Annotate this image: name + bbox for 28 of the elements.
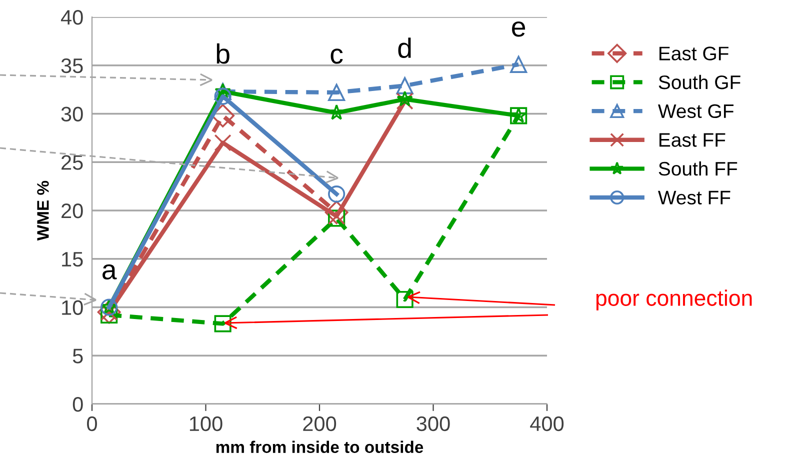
y-tick-label: 25 xyxy=(62,155,83,170)
annotation: a xyxy=(102,264,117,280)
x-tick-label: 300 xyxy=(416,416,450,432)
y-tick-label: 30 xyxy=(61,106,83,122)
legend-label: East FF xyxy=(660,133,726,147)
x-tick-label: 0 xyxy=(87,416,97,432)
legend-label: East GF xyxy=(660,46,728,60)
x-tick-label: 100 xyxy=(190,416,222,432)
annotation: e xyxy=(512,21,526,37)
y-tick-label: 15 xyxy=(62,252,83,267)
x-tick-label: 200 xyxy=(303,416,336,432)
x-tick-label: 400 xyxy=(530,416,564,432)
legend-label: South FF xyxy=(658,161,738,176)
y-axis-title: WME % xyxy=(37,180,49,241)
legend-label: West GF xyxy=(658,104,734,118)
x-axis-title: mm from inside to outside xyxy=(216,440,424,454)
y-tick-label: 35 xyxy=(61,58,83,74)
text: poor connection xyxy=(596,290,752,310)
annotation: d xyxy=(398,38,411,58)
y-tick-label: 40 xyxy=(60,10,83,25)
y-tick-label: 5 xyxy=(72,348,83,364)
y-tick-label: 20 xyxy=(62,204,83,218)
annotation: b xyxy=(216,43,230,64)
legend-label: West FF xyxy=(658,190,730,204)
y-tick-label: 0 xyxy=(72,397,83,412)
annotation: c xyxy=(330,48,343,64)
y-tick-label: 10 xyxy=(62,300,83,316)
legend-label: South GF xyxy=(658,74,740,90)
